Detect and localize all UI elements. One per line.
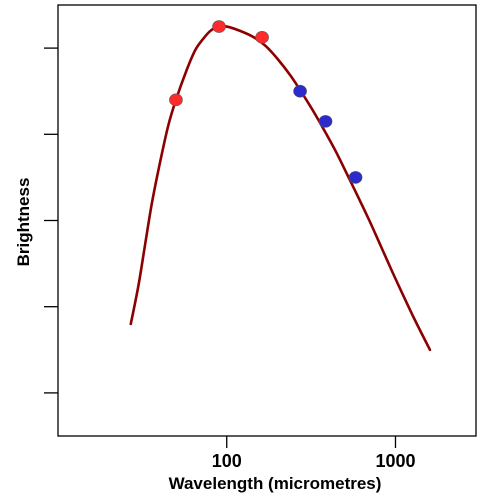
y-axis-ticks xyxy=(44,47,58,394)
curves xyxy=(129,24,432,352)
data-point xyxy=(293,84,307,98)
spectrum-curve xyxy=(129,24,432,352)
plot-frame xyxy=(57,4,477,437)
y-axis-title: Brightness xyxy=(14,178,33,267)
x-tick-label: 1000 xyxy=(375,451,415,471)
x-tick-label: 100 xyxy=(212,451,242,471)
data-point xyxy=(169,93,183,107)
data-point xyxy=(348,171,363,184)
x-axis-ticks: 100 1000 xyxy=(212,436,416,471)
data-point xyxy=(212,20,226,33)
data-points xyxy=(169,20,363,184)
data-point xyxy=(255,31,269,44)
x-axis-title: Wavelength (micrometres) xyxy=(169,474,382,493)
data-point xyxy=(318,115,333,128)
